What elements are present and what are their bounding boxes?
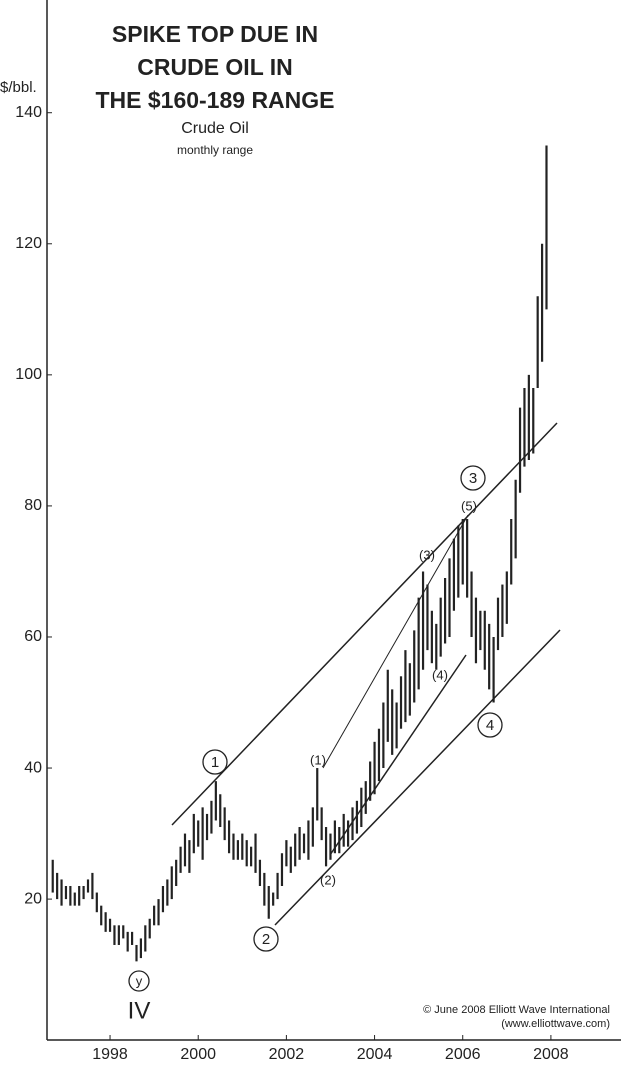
wave-label: 4 bbox=[486, 717, 494, 734]
x-tick-label: 1998 bbox=[92, 1046, 128, 1063]
wave-circle bbox=[477, 712, 503, 738]
wave-circle bbox=[128, 970, 150, 992]
wave-label: IV bbox=[128, 997, 151, 1024]
wave-circle bbox=[202, 749, 228, 775]
y-tick-label: 60 bbox=[24, 628, 42, 645]
y-tick-label: 100 bbox=[15, 366, 42, 383]
y-tick-label: 80 bbox=[24, 497, 42, 514]
trend-line bbox=[329, 654, 467, 856]
credit: (www.elliottwave.com) bbox=[501, 1018, 610, 1030]
wave-label: 2 bbox=[262, 931, 270, 948]
x-tick-label: 2006 bbox=[445, 1046, 481, 1063]
trend-line bbox=[322, 514, 469, 769]
y-tick-label: 40 bbox=[24, 759, 42, 776]
y-tick-label: 20 bbox=[24, 890, 42, 907]
subtitle: Crude Oil bbox=[181, 120, 249, 137]
subtitle: monthly range bbox=[177, 143, 253, 157]
wave-label: 3 bbox=[469, 470, 477, 487]
chart-title: SPIKE TOP DUE IN bbox=[112, 21, 318, 47]
wave-label: y bbox=[136, 973, 143, 988]
wave-label: (3) bbox=[419, 547, 435, 562]
wave-label: (2) bbox=[320, 872, 336, 887]
wave-circle bbox=[460, 465, 486, 491]
trend-line bbox=[274, 629, 561, 926]
chart-title: CRUDE OIL IN bbox=[137, 54, 292, 80]
wave-label: (1) bbox=[310, 752, 326, 767]
x-tick-label: 2000 bbox=[180, 1046, 216, 1063]
y-tick-label: 140 bbox=[15, 104, 42, 121]
y-tick-label: 120 bbox=[15, 235, 42, 252]
x-tick-label: 2008 bbox=[533, 1046, 569, 1063]
wave-label: 1 bbox=[211, 754, 219, 771]
trend-lines bbox=[171, 422, 561, 926]
chart-title: THE $160-189 RANGE bbox=[95, 87, 334, 113]
x-tick-label: 2004 bbox=[357, 1046, 393, 1063]
wave-label: (5) bbox=[461, 498, 477, 513]
y-axis-label: $/bbl. bbox=[0, 79, 37, 96]
wave-circle bbox=[253, 926, 279, 952]
wave-label: (4) bbox=[432, 667, 448, 682]
credit: © June 2008 Elliott Wave International bbox=[423, 1004, 610, 1016]
trend-line bbox=[171, 422, 558, 826]
x-tick-label: 2002 bbox=[269, 1046, 305, 1063]
